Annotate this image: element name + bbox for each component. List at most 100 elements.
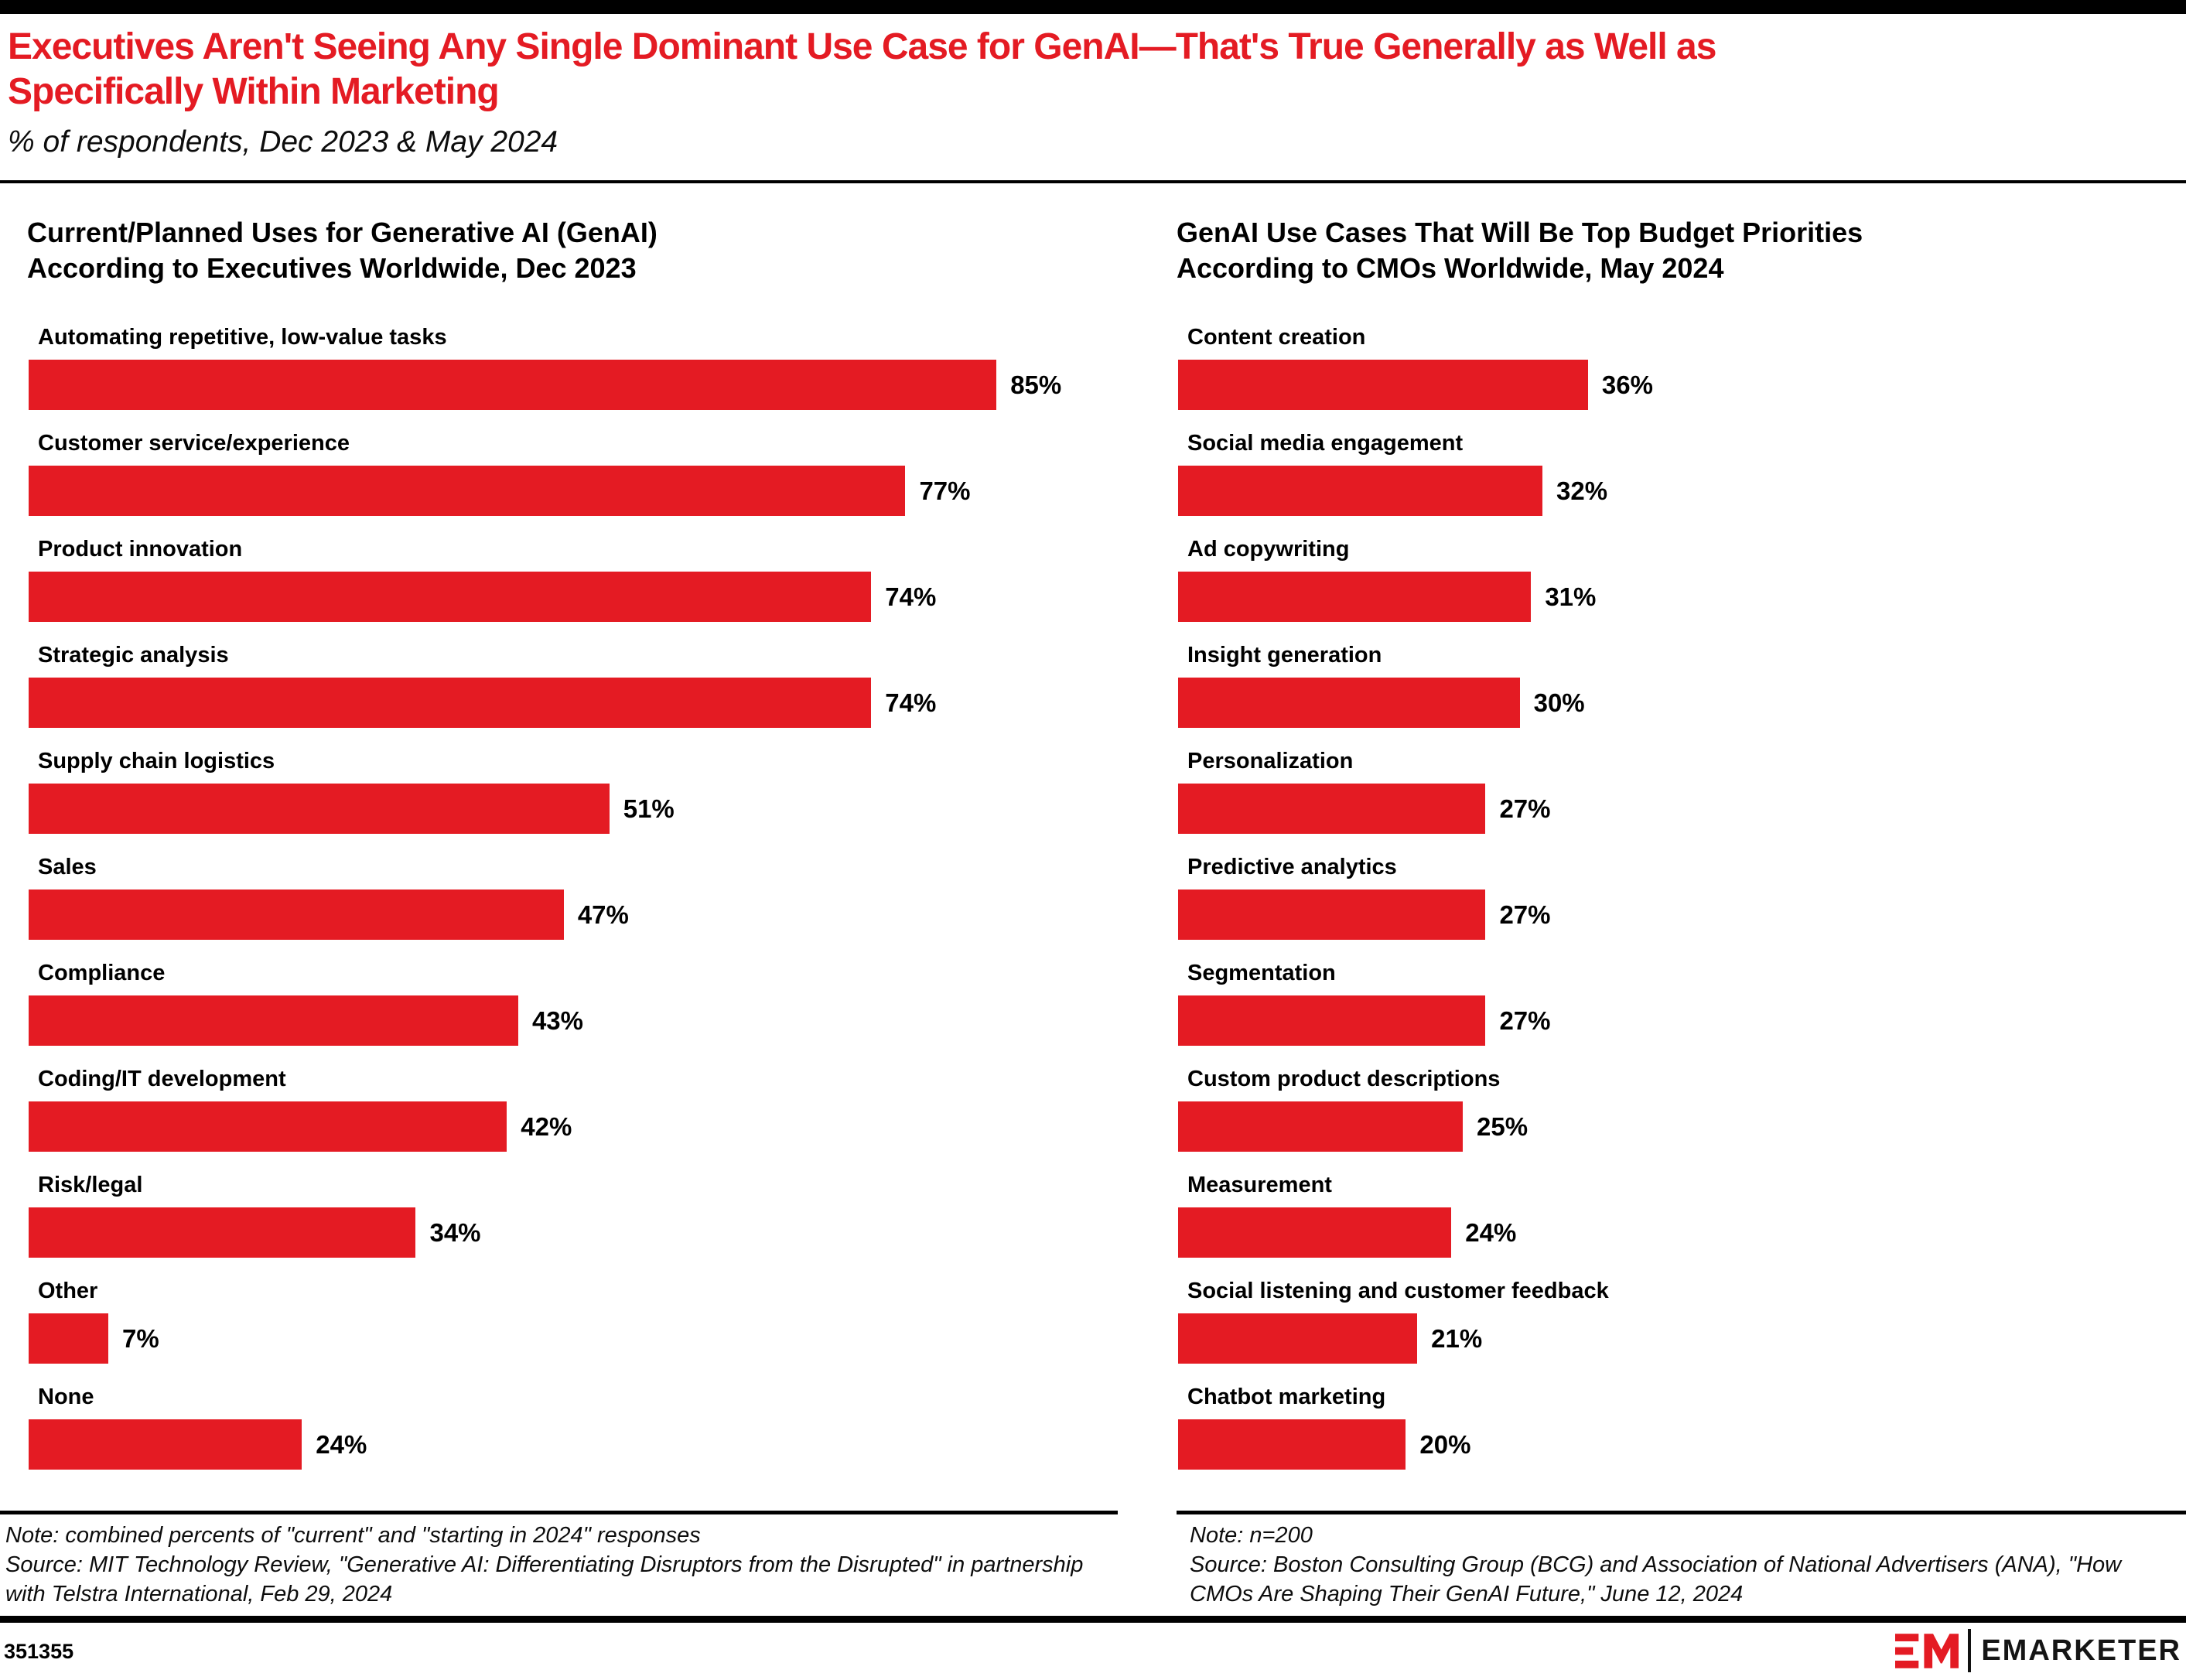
left-chart-rows: Automating repetitive, low-value tasks 85… — [27, 325, 1116, 1490]
bar — [1178, 1313, 1418, 1364]
bar — [29, 1101, 507, 1152]
category-label: Product innovation — [38, 537, 243, 562]
value-label: 27% — [1499, 900, 1551, 929]
bar-line: 25% — [1177, 1101, 2186, 1152]
right-chart-notes: Note: n=200 Source: Boston Consulting Gr… — [1190, 1521, 2172, 1609]
bar-line: 47% — [27, 890, 1116, 940]
chart-row: Insight generation 30% — [1177, 643, 2186, 749]
category-label: Coding/IT development — [38, 1067, 286, 1091]
value-label: 30% — [1533, 688, 1585, 717]
bar — [29, 360, 997, 410]
bar — [29, 784, 610, 834]
bar — [1178, 678, 1520, 728]
bar-line: 77% — [27, 466, 1116, 516]
category-label: Chatbot marketing — [1187, 1385, 1386, 1409]
page-subtitle: % of respondents, Dec 2023 & May 2024 — [8, 125, 558, 159]
chart-row: Segmentation 27% — [1177, 961, 2186, 1067]
bar-line: 21% — [1177, 1313, 2186, 1364]
page-title: Executives Aren't Seeing Any Single Domi… — [8, 25, 2174, 114]
category-label: Ad copywriting — [1187, 537, 1350, 562]
bar — [29, 678, 872, 728]
chart-row: Content creation 36% — [1177, 325, 2186, 431]
bar — [1178, 1207, 1452, 1258]
bar-line: 27% — [1177, 890, 2186, 940]
bar — [29, 1419, 302, 1470]
category-label: Custom product descriptions — [1187, 1067, 1501, 1091]
value-label: 27% — [1499, 1006, 1551, 1035]
bar-line: 30% — [1177, 678, 2186, 728]
bar — [1178, 572, 1532, 622]
brand-wordmark: EMARKETER — [1981, 1634, 2181, 1667]
emarketer-logo-icon — [1895, 1633, 1959, 1668]
chart-row: Social listening and customer feedback 21… — [1177, 1279, 2186, 1385]
bar-line: 85% — [27, 360, 1116, 410]
bar-line: 74% — [27, 678, 1116, 728]
chart-row: Strategic analysis 74% — [27, 643, 1116, 749]
bar — [1178, 1419, 1406, 1470]
footer-black-bar — [0, 1616, 2186, 1623]
value-label: 25% — [1477, 1111, 1528, 1141]
value-label: 27% — [1499, 794, 1551, 823]
value-label: 36% — [1601, 370, 1653, 399]
right-note-text: Note: n=200 — [1190, 1523, 1313, 1548]
chart-row: Personalization 27% — [1177, 749, 2186, 855]
chart-row: Compliance 43% — [27, 961, 1116, 1067]
bar — [1178, 995, 1486, 1046]
chart-row: None 24% — [27, 1385, 1116, 1490]
bar-line: 27% — [1177, 784, 2186, 834]
category-label: Predictive analytics — [1187, 855, 1397, 879]
chart-row: Other 7% — [27, 1279, 1116, 1385]
value-label: 51% — [623, 794, 675, 823]
bar-line: 36% — [1177, 360, 2186, 410]
emarketer-logo: EMARKETER — [1895, 1627, 2181, 1675]
value-label: 21% — [1431, 1323, 1483, 1353]
top-black-bar — [0, 0, 2186, 14]
value-label: 77% — [919, 476, 971, 505]
left-source-text: Source: MIT Technology Review, "Generati… — [5, 1552, 1084, 1607]
chart-row: Custom product descriptions 25% — [1177, 1067, 2186, 1173]
category-label: Social listening and customer feedback — [1187, 1279, 1609, 1303]
value-label: 7% — [122, 1323, 159, 1353]
bar-line: 51% — [27, 784, 1116, 834]
right-note-divider — [1177, 1511, 2186, 1514]
value-label: 32% — [1556, 476, 1608, 505]
chart-row: Chatbot marketing 20% — [1177, 1385, 2186, 1490]
left-chart-notes: Note: combined percents of "current" and… — [5, 1521, 1104, 1609]
category-label: Other — [38, 1279, 98, 1303]
chart-id: 351355 — [4, 1640, 74, 1663]
category-label: Strategic analysis — [38, 643, 229, 668]
category-label: Customer service/experience — [38, 431, 350, 456]
value-label: 34% — [429, 1217, 481, 1247]
bar-line: 27% — [1177, 995, 2186, 1046]
right-chart: GenAI Use Cases That Will Be Top Budget … — [1177, 215, 2186, 1470]
chart-row: Product innovation 74% — [27, 537, 1116, 643]
bar-line: 20% — [1177, 1419, 2186, 1470]
page-title-line-1: Executives Aren't Seeing Any Single Domi… — [8, 26, 1716, 67]
left-note-divider — [0, 1511, 1118, 1514]
bar — [1178, 466, 1543, 516]
category-label: Content creation — [1187, 325, 1366, 350]
category-label: Sales — [38, 855, 97, 879]
bar — [29, 572, 872, 622]
bar-line: 43% — [27, 995, 1116, 1046]
category-label: Insight generation — [1187, 643, 1382, 668]
value-label: 43% — [531, 1006, 584, 1035]
bar-line: 24% — [1177, 1207, 2186, 1258]
bar — [29, 1313, 109, 1364]
category-label: Personalization — [1187, 749, 1354, 773]
page-title-line-2: Specifically Within Marketing — [8, 71, 500, 112]
right-chart-rows: Content creation 36% Social media engageme… — [1177, 325, 2186, 1490]
chart-row: Predictive analytics 27% — [1177, 855, 2186, 961]
bar — [29, 995, 518, 1046]
value-label: 47% — [577, 900, 629, 929]
bar — [1178, 890, 1486, 940]
chart-row: Automating repetitive, low-value tasks 85… — [27, 325, 1116, 431]
value-label: 42% — [521, 1111, 572, 1141]
value-label: 20% — [1419, 1429, 1471, 1459]
chart-row: Sales 47% — [27, 855, 1116, 961]
header-divider-line — [0, 180, 2186, 183]
chart-row: Ad copywriting 31% — [1177, 537, 2186, 643]
value-label: 74% — [885, 688, 937, 717]
left-chart-title: Current/Planned Uses for Generative AI (… — [27, 217, 658, 284]
